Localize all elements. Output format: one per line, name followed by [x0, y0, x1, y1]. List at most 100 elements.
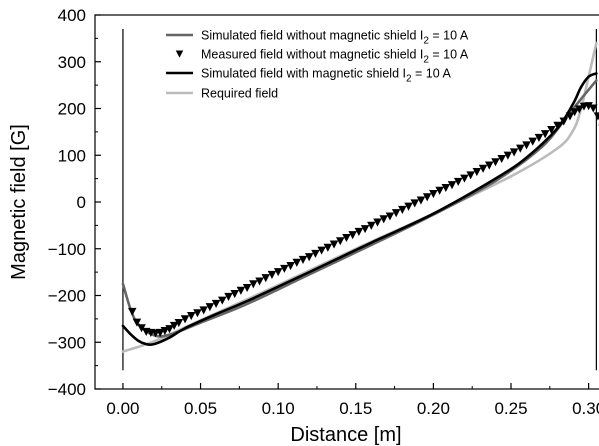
data-point — [211, 299, 221, 308]
x-tick-label: 0.30 — [572, 399, 599, 418]
boundary-lines — [122, 29, 597, 371]
data-point — [453, 177, 463, 186]
data-point — [242, 283, 252, 293]
data-point — [472, 168, 482, 177]
x-tick-label: 0.20 — [417, 399, 450, 418]
data-point — [186, 312, 196, 321]
x-tick-label: 0.05 — [184, 399, 217, 418]
data-point — [570, 108, 579, 117]
x-tick-label: 0.00 — [106, 399, 139, 418]
data-point — [128, 307, 137, 316]
y-tick-label: −100 — [48, 240, 86, 259]
data-point — [497, 154, 506, 164]
data-point — [404, 202, 413, 211]
data-point — [329, 240, 339, 249]
data-point — [441, 183, 451, 193]
series-line — [121, 41, 598, 353]
data-point — [199, 306, 208, 315]
data-point — [165, 325, 174, 334]
data-point — [410, 199, 420, 208]
x-tick-label: 0.25 — [494, 399, 527, 418]
data-point — [323, 243, 333, 252]
data-point — [575, 105, 584, 114]
data-point — [593, 112, 599, 121]
data-point — [155, 328, 165, 337]
data-point — [360, 225, 370, 234]
y-tick-label: 400 — [58, 6, 86, 25]
data-point — [522, 141, 531, 150]
y-tick-label: −400 — [48, 380, 86, 399]
y-tick-label: −300 — [48, 333, 86, 352]
data-point — [485, 161, 494, 170]
data-point — [422, 193, 432, 202]
data-point — [429, 190, 438, 199]
data-point — [447, 181, 457, 190]
data-point — [540, 130, 550, 139]
series-line — [121, 79, 598, 338]
legend: Simulated field without magnetic shield … — [166, 29, 469, 101]
data-point — [311, 249, 320, 258]
axis-ticks: 0.00 0.05 0.10 0.15 0.20 0.25 0.30 −400 −300 −200… — [48, 6, 599, 418]
data-point — [416, 196, 426, 205]
data-point — [565, 112, 575, 121]
data-point — [160, 326, 170, 336]
series-3 — [121, 41, 598, 353]
data-point — [528, 137, 537, 146]
y-tick-label: 200 — [58, 100, 86, 119]
data-point — [547, 125, 556, 135]
data-point — [317, 246, 326, 255]
series-2 — [121, 72, 598, 347]
x-axis-title: Distance [m] — [290, 424, 401, 446]
data-point — [137, 324, 146, 333]
y-axis-title: Magnetic field [G] — [8, 124, 30, 280]
series-1 — [128, 102, 599, 338]
data-point — [516, 144, 525, 153]
data-point — [336, 237, 345, 246]
series-layer — [121, 41, 599, 353]
data-point — [249, 280, 258, 289]
data-point — [273, 268, 283, 277]
legend-label: Measured field without magnetic shield I… — [201, 48, 469, 66]
x-tick-label: 0.15 — [339, 399, 372, 418]
legend-label: Simulated field without magnetic shield … — [201, 29, 469, 47]
data-point — [559, 117, 569, 126]
legend-label: Required field — [201, 87, 278, 101]
data-point — [292, 258, 302, 267]
series-0 — [121, 79, 598, 338]
data-point — [379, 215, 388, 224]
data-point — [491, 158, 500, 167]
data-point — [391, 209, 401, 218]
data-point — [460, 174, 469, 183]
data-point — [280, 264, 289, 273]
y-tick-label: 100 — [58, 146, 86, 165]
data-point — [348, 231, 357, 240]
data-point — [180, 315, 190, 324]
data-point — [584, 102, 593, 111]
data-point — [373, 218, 382, 227]
data-point — [230, 290, 239, 299]
data-point — [398, 205, 407, 214]
data-point — [236, 286, 246, 295]
series-line — [121, 72, 598, 347]
data-point — [354, 227, 364, 236]
legend-entry: Simulated field with magnetic shield I2 … — [166, 67, 451, 85]
data-point — [255, 277, 264, 286]
data-point — [342, 233, 351, 243]
legend-entry: Measured field without magnetic shield I… — [175, 48, 469, 66]
legend-entry: Simulated field without magnetic shield … — [166, 29, 469, 47]
data-point — [267, 270, 277, 279]
data-point — [509, 148, 519, 157]
data-point — [286, 262, 295, 271]
data-point — [534, 133, 544, 142]
data-point — [132, 318, 142, 327]
data-point — [589, 104, 598, 113]
data-point — [193, 309, 202, 318]
data-point — [205, 303, 215, 312]
data-point — [298, 255, 308, 265]
legend-swatch — [175, 50, 184, 58]
data-point — [466, 171, 475, 180]
data-point — [503, 151, 513, 160]
data-point — [435, 186, 444, 195]
data-point — [304, 253, 314, 262]
